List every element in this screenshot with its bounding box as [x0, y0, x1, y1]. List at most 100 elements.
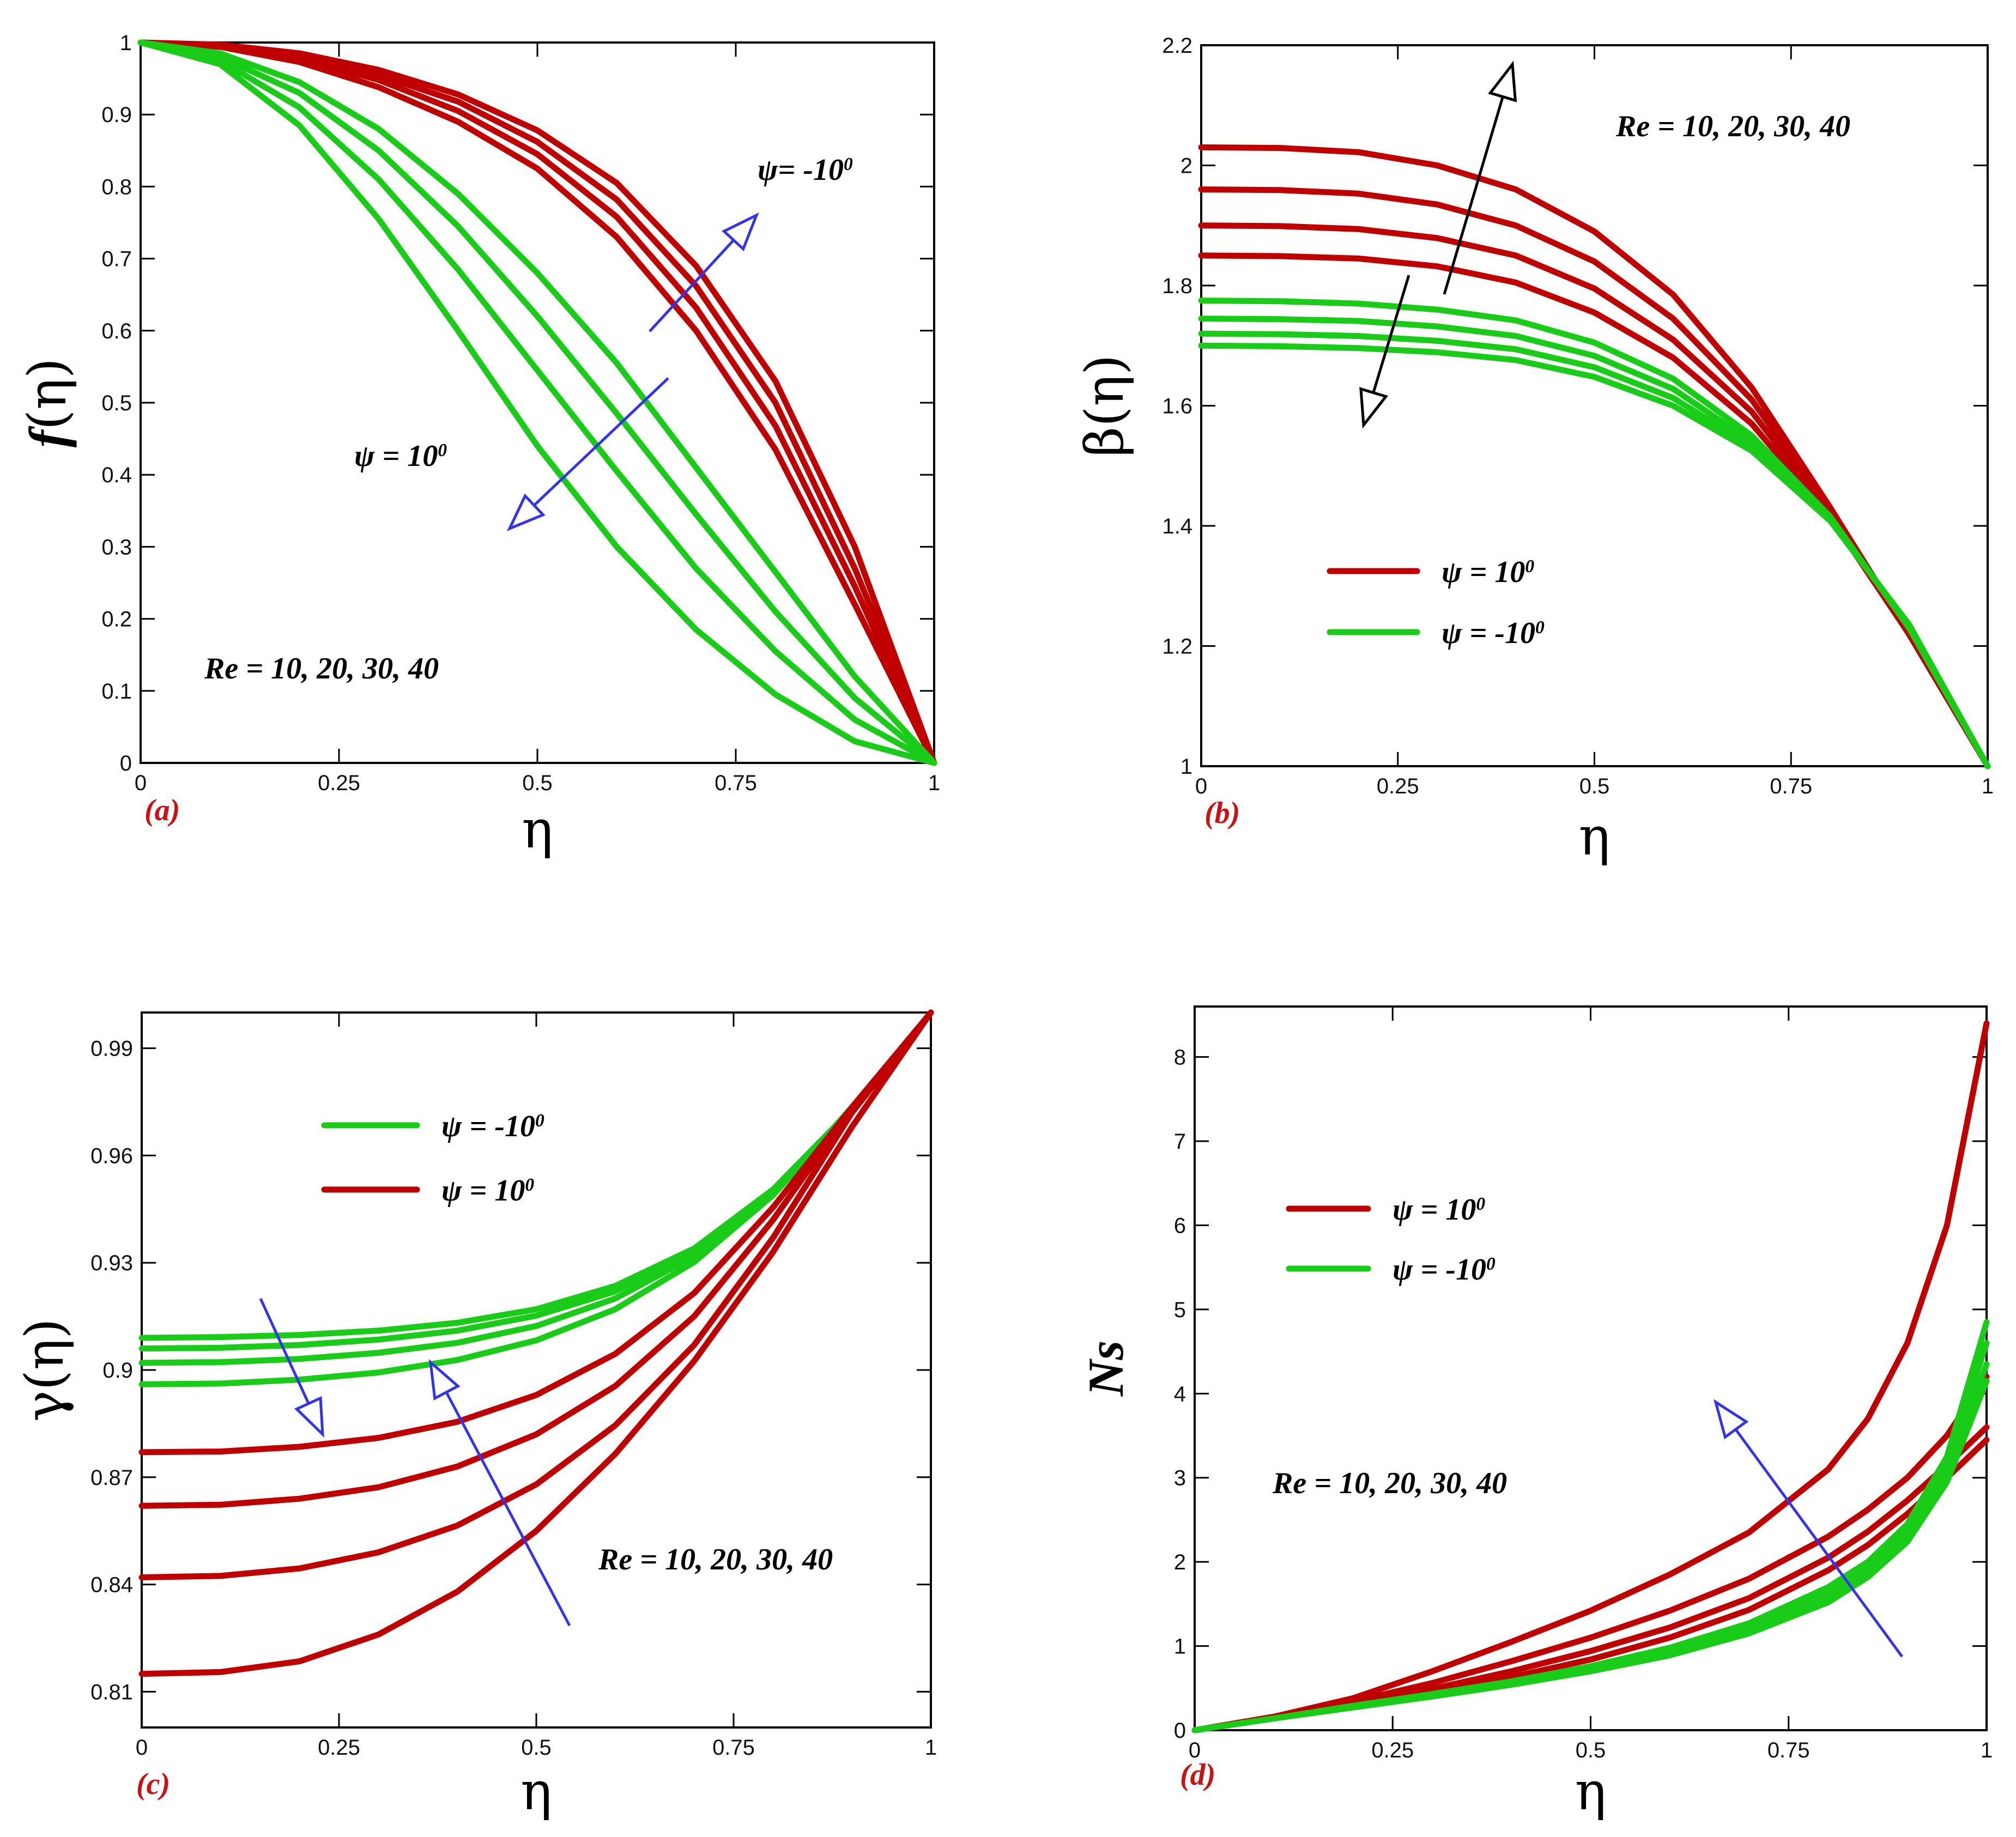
y-tick-label: 3 [1174, 1466, 1186, 1490]
y-tick-label: 0.5 [101, 391, 132, 415]
y-tick-label: 7 [1174, 1130, 1186, 1154]
y-tick-label: 0.96 [90, 1144, 133, 1168]
annotation-arrow-2-head [1359, 387, 1389, 429]
panel-label: (d) [1180, 1758, 1215, 1792]
x-tick-label: 1 [1981, 1738, 1993, 1762]
x-tick-label: 0.25 [318, 771, 360, 795]
annotation-text: Re = 10, 20, 30, 40 [1615, 110, 1850, 143]
y-tick-label: 5 [1174, 1298, 1186, 1322]
y-tick-label: 0.3 [101, 535, 132, 559]
y-tick-label: 0.81 [90, 1680, 133, 1704]
x-tick-label: 0.75 [712, 1736, 755, 1760]
y-tick-label: 2 [1174, 1550, 1186, 1574]
x-tick-label: 0.75 [1767, 1738, 1810, 1762]
legend-entry-label: ψ = -100 [1442, 616, 1545, 650]
x-axis-label: η [520, 1761, 552, 1822]
plot-frame [1194, 1005, 1988, 1731]
x-axis-label: η [1575, 1761, 1607, 1822]
series-line-red-2 [1198, 186, 1991, 769]
chart-panel-a: 0 0.25 0.5 0.75 1 0 0.1 0.2 0.3 0.4 0.5 0.6 0.7 0.8 0.… [17, 31, 940, 860]
y-tick-label: 2.2 [1162, 34, 1192, 58]
series-line-green-8 [1191, 1378, 1990, 1733]
y-tick-label: 6 [1174, 1214, 1186, 1238]
x-tick-label: 1 [925, 1736, 937, 1760]
y-axis-label: f(η) [17, 358, 78, 447]
x-tick-label: 0 [136, 1736, 148, 1760]
annotation-arrow-1-shaft [259, 1298, 310, 1404]
x-tick-label: 1 [1982, 774, 1994, 798]
series-line-red-4 [137, 39, 937, 766]
annotation-text: ψ= -100 [758, 153, 853, 187]
series-line-red-1 [1198, 144, 1991, 769]
annotation-arrow-2-head [506, 493, 546, 531]
y-tick-label: 1.8 [1162, 274, 1192, 298]
series-line-red-7 [138, 1009, 934, 1580]
series-line-red-3 [1198, 222, 1991, 769]
y-tick-label: 0.9 [102, 1359, 133, 1383]
series-line-red-5 [138, 1009, 934, 1456]
x-tick-label: 0.75 [1770, 774, 1812, 798]
series-line-red-2 [1191, 1373, 1990, 1733]
annotation-arrow-1-head [1488, 60, 1517, 102]
x-tick-label: 0.5 [1579, 774, 1610, 798]
annotation-arrow-1-head [1713, 1399, 1749, 1440]
x-tick-label: 0.5 [522, 771, 553, 795]
legend-entry-label: ψ = -100 [1393, 1253, 1496, 1287]
y-tick-label: 1 [1174, 1635, 1186, 1659]
y-tick-label: 0.2 [101, 608, 132, 632]
annotation-arrow-1-shaft [1443, 96, 1504, 295]
x-tick-label: 0.5 [521, 1736, 552, 1760]
series-line-red-1 [1191, 1020, 1990, 1733]
x-tick-label: 0 [135, 771, 147, 795]
annotation-text: Re = 10, 20, 30, 40 [204, 652, 439, 686]
y-tick-label: 0.93 [90, 1251, 133, 1275]
x-tick-label: 0.25 [1377, 774, 1419, 798]
y-axis-label: Ns [1078, 1341, 1134, 1397]
x-tick-label: 0 [1195, 774, 1207, 798]
y-axis-label: β(η) [1074, 355, 1135, 457]
y-tick-label: 0.4 [101, 463, 132, 487]
series-line-green-5 [137, 39, 937, 766]
x-tick-label: 0.75 [715, 771, 757, 795]
y-tick-label: 0.87 [90, 1466, 133, 1490]
annotation-text: Re = 10, 20, 30, 40 [1272, 1466, 1507, 1500]
annotation-text: ψ = 100 [354, 439, 447, 473]
series-line-green-6 [1198, 316, 1991, 769]
x-axis-label: η [522, 799, 553, 860]
y-tick-label: 0.8 [101, 175, 132, 199]
y-tick-label: 0.6 [101, 319, 132, 343]
y-tick-label: 0.9 [101, 103, 132, 127]
x-tick-label: 1 [928, 771, 940, 795]
y-tick-label: 0.99 [90, 1037, 133, 1061]
y-tick-label: 1.6 [1162, 395, 1192, 419]
panel-label: (a) [144, 793, 180, 827]
y-tick-label: 0.84 [90, 1573, 133, 1597]
chart-panel-b: 0 0.25 0.5 0.75 1 1 1.2 1.4 1.6 1.8 2 2.2 Re = 10, 2… [1074, 34, 1994, 867]
y-tick-label: 1.4 [1162, 514, 1192, 538]
y-tick-label: 2 [1180, 154, 1192, 178]
series-line-green-7 [1198, 330, 1991, 769]
series-line-red-6 [138, 1009, 934, 1509]
legend-entry-label: ψ = 100 [1393, 1193, 1485, 1227]
y-tick-label: 0.7 [101, 247, 132, 271]
annotation-arrow-1-head [721, 212, 759, 252]
legend-entry-label: ψ = 100 [441, 1174, 534, 1208]
annotation-arrow-1-shaft [1734, 1428, 1904, 1658]
annotation-text: Re = 10, 20, 30, 40 [598, 1543, 833, 1577]
annotation-arrow-2-shaft [1372, 275, 1410, 393]
series-line-green-4 [138, 1009, 934, 1387]
x-axis-label: η [1579, 806, 1611, 867]
series-line-green-7 [137, 39, 937, 766]
legend-entry-label: ψ = -100 [441, 1110, 544, 1143]
y-tick-label: 1 [1180, 755, 1192, 779]
series-line-red-8 [138, 1009, 934, 1677]
annotation-arrow-1-shaft [649, 239, 735, 332]
y-axis-label: γ(η) [14, 1318, 75, 1422]
x-tick-label: 0.25 [1371, 1738, 1414, 1762]
y-tick-label: 0.1 [101, 680, 132, 704]
plot-frame [1200, 44, 1989, 767]
y-tick-label: 1.2 [1162, 635, 1192, 659]
chart-panel-d: 0 0.25 0.5 0.75 1 0 1 2 3 4 5 6 7 8 Re = 10, 20, 30, 4… [1078, 1005, 1993, 1822]
legend: ψ = 100 ψ = -100 [1286, 1193, 1496, 1287]
legend-entry-label: ψ = 100 [1442, 555, 1534, 589]
